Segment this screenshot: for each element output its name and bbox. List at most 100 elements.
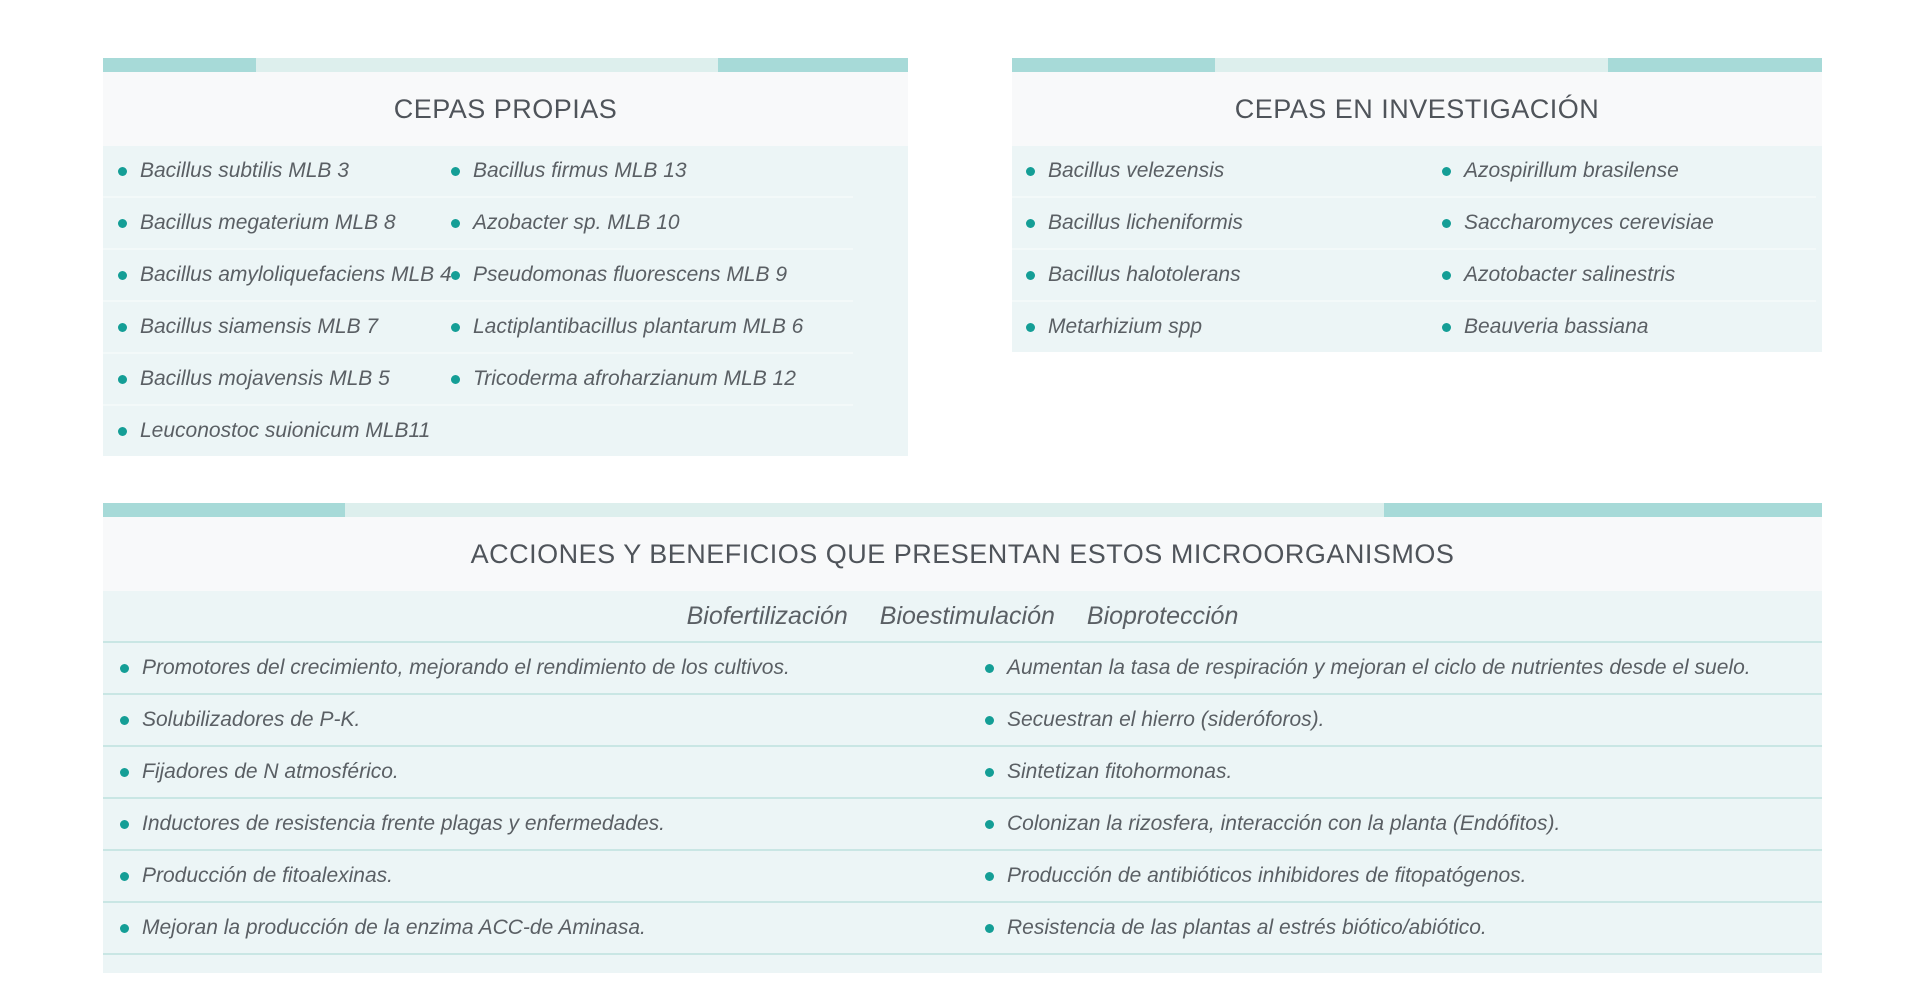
strain-name: Tricoderma afroharzianum MLB 12 bbox=[473, 367, 796, 390]
table-header: CEPAS PROPIAS bbox=[103, 72, 908, 146]
accent-bar-segment bbox=[718, 58, 908, 72]
bullet-icon bbox=[451, 270, 460, 280]
row-divider bbox=[103, 248, 853, 250]
benefit-text: Inductores de resistencia frente plagas … bbox=[142, 812, 665, 835]
list-item: Fijadores de N atmosférico. bbox=[103, 760, 985, 784]
list-item: Resistencia de las plantas al estrés bió… bbox=[985, 916, 1822, 940]
strain-name: Saccharomyces cerevisiae bbox=[1464, 211, 1714, 234]
list-item: Aumentan la tasa de respiración y mejora… bbox=[985, 656, 1822, 680]
bullet-icon bbox=[118, 322, 127, 332]
bullet-icon bbox=[118, 426, 127, 436]
row-divider bbox=[103, 797, 1822, 799]
table-row: Bacillus megaterium MLB 8 Azobacter sp. … bbox=[103, 198, 908, 248]
bullet-icon bbox=[451, 374, 460, 384]
list-item: Bacillus velezensis bbox=[1012, 159, 1442, 183]
strain-name: Bacillus halotolerans bbox=[1048, 263, 1241, 286]
list-item: Solubilizadores de P-K. bbox=[103, 708, 985, 732]
category-label: Bioprotección bbox=[1086, 601, 1239, 630]
list-item: Colonizan la rizosfera, interacción con … bbox=[985, 812, 1822, 836]
list-item: Azotobacter salinestris bbox=[1442, 263, 1822, 287]
accent-bar-segment bbox=[1215, 58, 1608, 72]
strain-name: Bacillus licheniformis bbox=[1048, 211, 1243, 234]
row-divider bbox=[103, 404, 853, 406]
bullet-icon bbox=[1442, 218, 1451, 228]
benefit-text: Promotores del crecimiento, mejorando el… bbox=[142, 656, 790, 679]
category-label: Bioestimulación bbox=[879, 601, 1055, 630]
benefit-text: Producción de antibióticos inhibidores d… bbox=[1007, 864, 1527, 887]
table-header: ACCIONES Y BENEFICIOS QUE PRESENTAN ESTO… bbox=[103, 517, 1822, 591]
strain-name: Beauveria bassiana bbox=[1464, 315, 1649, 338]
accent-bar bbox=[103, 503, 1822, 517]
benefit-text: Colonizan la rizosfera, interacción con … bbox=[1007, 812, 1561, 835]
bullet-icon bbox=[118, 218, 127, 228]
table-row: Bacillus mojavensis MLB 5 Tricoderma afr… bbox=[103, 354, 908, 404]
list-item: Azobacter sp. MLB 10 bbox=[451, 211, 908, 235]
list-item: Producción de fitoalexinas. bbox=[103, 864, 985, 888]
accent-bar-segment bbox=[1384, 503, 1822, 517]
row-divider bbox=[1012, 248, 1816, 250]
table-body: Biofertilización Bioestimulación Bioprot… bbox=[103, 591, 1822, 973]
bullet-icon bbox=[1026, 270, 1035, 280]
bullet-icon bbox=[451, 218, 460, 228]
table-row: Bacillus halotolerans Azotobacter saline… bbox=[1012, 250, 1822, 300]
bullet-icon bbox=[985, 663, 994, 673]
bullet-icon bbox=[1026, 322, 1035, 332]
table-title: CEPAS PROPIAS bbox=[393, 93, 618, 124]
bullet-icon bbox=[120, 663, 129, 673]
row-divider bbox=[103, 849, 1822, 851]
accent-bar-segment bbox=[345, 503, 1384, 517]
bullet-icon bbox=[1442, 322, 1451, 332]
list-item: Beauveria bassiana bbox=[1442, 315, 1822, 339]
bullet-icon bbox=[985, 715, 994, 725]
bullet-icon bbox=[1026, 166, 1035, 176]
category-row: Biofertilización Bioestimulación Bioprot… bbox=[103, 591, 1822, 641]
bullet-icon bbox=[120, 715, 129, 725]
benefit-text: Sintetizan fitohormonas. bbox=[1007, 760, 1233, 783]
acciones-beneficios-table: ACCIONES Y BENEFICIOS QUE PRESENTAN ESTO… bbox=[103, 503, 1822, 973]
list-item: Bacillus mojavensis MLB 5 bbox=[103, 367, 451, 391]
list-item: Metarhizium spp bbox=[1012, 315, 1442, 339]
strain-name: Metarhizium spp bbox=[1048, 315, 1203, 338]
table-row: Bacillus amyloliquefaciens MLB 4 Pseudom… bbox=[103, 250, 908, 300]
table-row: Bacillus subtilis MLB 3 Bacillus firmus … bbox=[103, 146, 908, 196]
list-item: Saccharomyces cerevisiae bbox=[1442, 211, 1822, 235]
table-title: ACCIONES Y BENEFICIOS QUE PRESENTAN ESTO… bbox=[470, 538, 1455, 569]
list-item: Promotores del crecimiento, mejorando el… bbox=[103, 656, 985, 680]
table-row: Promotores del crecimiento, mejorando el… bbox=[103, 643, 1822, 693]
accent-bar-segment bbox=[103, 58, 256, 72]
strain-name: Bacillus velezensis bbox=[1048, 159, 1225, 182]
bullet-icon bbox=[451, 322, 460, 332]
row-divider bbox=[103, 953, 1822, 955]
bullet-icon bbox=[985, 767, 994, 777]
row-divider bbox=[1012, 300, 1816, 302]
strain-name: Bacillus amyloliquefaciens MLB 4 bbox=[140, 263, 452, 286]
bullet-icon bbox=[985, 819, 994, 829]
cepas-investigacion-table: CEPAS EN INVESTIGACIÓN Bacillus velezens… bbox=[1012, 58, 1822, 352]
strain-name: Lactiplantibacillus plantarum MLB 6 bbox=[473, 315, 804, 338]
bullet-icon bbox=[985, 871, 994, 881]
table-row: Inductores de resistencia frente plagas … bbox=[103, 799, 1822, 849]
strain-name: Pseudomonas fluorescens MLB 9 bbox=[473, 263, 788, 286]
list-item: Bacillus halotolerans bbox=[1012, 263, 1442, 287]
bullet-icon bbox=[1442, 270, 1451, 280]
list-item: Inductores de resistencia frente plagas … bbox=[103, 812, 985, 836]
accent-bar-segment bbox=[1012, 58, 1215, 72]
strain-name: Bacillus megaterium MLB 8 bbox=[140, 211, 396, 234]
row-divider bbox=[1012, 196, 1816, 198]
list-item: Producción de antibióticos inhibidores d… bbox=[985, 864, 1822, 888]
bullet-icon bbox=[1442, 166, 1451, 176]
list-item: Bacillus subtilis MLB 3 bbox=[103, 159, 451, 183]
table-row: Leuconostoc suionicum MLB11 bbox=[103, 406, 908, 456]
row-divider bbox=[103, 693, 1822, 695]
strain-name: Azospirillum brasilense bbox=[1464, 159, 1679, 182]
list-item: Bacillus licheniformis bbox=[1012, 211, 1442, 235]
strain-name: Azotobacter salinestris bbox=[1464, 263, 1676, 286]
benefit-text: Fijadores de N atmosférico. bbox=[142, 760, 399, 783]
bullet-icon bbox=[120, 819, 129, 829]
bullet-icon bbox=[120, 767, 129, 777]
benefit-text: Resistencia de las plantas al estrés bió… bbox=[1007, 916, 1487, 939]
accent-bar bbox=[1012, 58, 1822, 72]
table-row: Mejoran la producción de la enzima ACC-d… bbox=[103, 903, 1822, 953]
benefit-text: Mejoran la producción de la enzima ACC-d… bbox=[142, 916, 646, 939]
